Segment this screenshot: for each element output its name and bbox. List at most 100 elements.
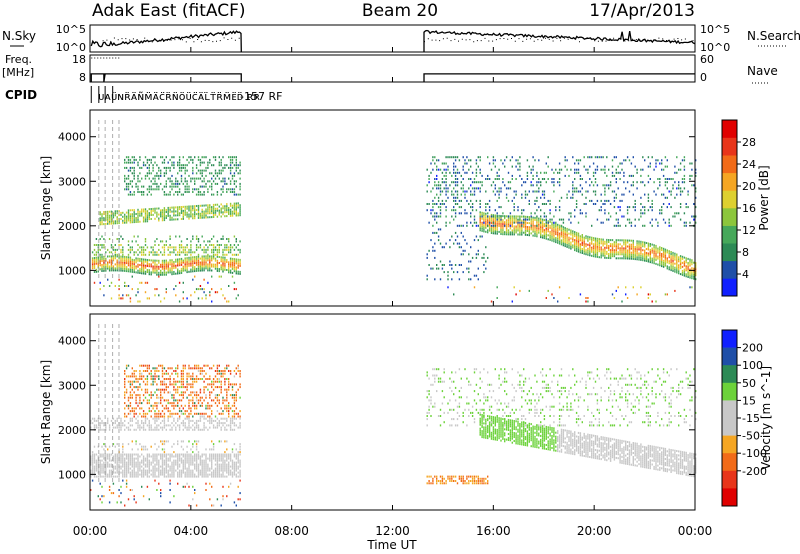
power-cell-3573 <box>676 265 678 268</box>
power-cell-3279 <box>636 168 638 171</box>
power-cell-2835 <box>579 235 582 238</box>
power-cell-3053 <box>608 218 610 221</box>
vel-cell-1019 <box>180 473 183 476</box>
power-cell-859 <box>173 166 175 169</box>
power-cell-1510 <box>226 209 228 212</box>
power-cell-2108 <box>488 229 491 232</box>
vel-cell-811 <box>163 424 166 427</box>
power-cell-1487 <box>224 246 226 249</box>
vel-cell-312 <box>125 453 128 456</box>
vel-cell-874 <box>169 469 171 472</box>
power-cell-1156 <box>197 238 200 240</box>
power-cell-2131 <box>490 224 493 227</box>
power-cell-3584 <box>676 156 678 159</box>
power-cell-585 <box>150 263 152 266</box>
power-cell-2782 <box>574 239 576 242</box>
power-cell-2183 <box>496 215 498 218</box>
power-cell-3615 <box>681 271 684 274</box>
vel-cell-978 <box>177 453 179 456</box>
power-cell-196 <box>116 212 118 215</box>
power-cell-3138 <box>619 249 621 252</box>
vel-cell-866 <box>167 399 169 402</box>
power-cell-1294 <box>207 166 209 169</box>
power-cell-2182 <box>496 218 498 221</box>
power-cell-1138 <box>195 193 198 196</box>
power-cell-2272 <box>507 187 510 190</box>
power-cell-3251 <box>632 286 634 289</box>
power-cell-235 <box>122 269 124 272</box>
vel-cell-840 <box>165 407 167 410</box>
power-cell-3287 <box>638 244 640 247</box>
power-cell-970 <box>182 205 184 208</box>
vel-cell-957 <box>175 422 177 425</box>
power-cell-1489 <box>224 215 226 218</box>
power-cell-2865 <box>583 236 585 239</box>
power-cell-2470 <box>534 226 536 229</box>
vel-cell-197 <box>114 457 116 460</box>
power-cell-1101 <box>194 270 196 273</box>
power-cell-795 <box>169 267 171 270</box>
power-cell-965 <box>182 217 184 220</box>
vel-cell-486 <box>139 407 141 410</box>
power-cell-445 <box>137 161 139 164</box>
power-cell-3679 <box>689 174 691 177</box>
power-cell-1337 <box>211 188 213 191</box>
power-cell-623 <box>154 267 156 270</box>
power-cell-3067 <box>609 215 612 218</box>
vel-cell-1130 <box>188 457 190 460</box>
power-cell-66 <box>101 244 103 246</box>
power-cell-3277 <box>636 181 638 184</box>
power-cell-1529 <box>228 238 230 240</box>
vel-cell-736 <box>158 396 160 399</box>
power-cell-818 <box>169 158 171 161</box>
power-cell-360 <box>131 248 133 251</box>
vel-cell-94 <box>101 463 103 466</box>
power-cell-2798 <box>575 241 578 244</box>
power-cell-719 <box>161 209 164 212</box>
power-cell-1325 <box>211 257 213 260</box>
power-cell-457 <box>139 220 141 223</box>
power-cell-1032 <box>188 264 190 267</box>
vel-cell-797 <box>163 473 166 476</box>
vel-cell-351 <box>129 463 132 466</box>
vel-cell-575 <box>146 459 149 462</box>
power-cell-763 <box>165 211 167 213</box>
power-cell-3379 <box>649 293 651 296</box>
power-cell-2735 <box>566 159 568 162</box>
power-cell-755 <box>165 265 167 268</box>
power-cell-2961 <box>596 249 599 252</box>
vel-cell-665 <box>154 465 156 468</box>
power-cell-1236 <box>203 212 205 215</box>
power-cell-1533 <box>228 207 230 209</box>
vel-cell-651 <box>152 417 154 420</box>
power-cell-418 <box>135 182 137 185</box>
power-cell-1215 <box>201 174 203 177</box>
power-cell-2665 <box>558 238 561 241</box>
power-cell-1373 <box>214 253 217 256</box>
power-cell-2106 <box>487 156 489 159</box>
power-cell-3655 <box>685 203 687 205</box>
power-cell-3552 <box>672 187 674 190</box>
power-cell-2137 <box>492 230 495 233</box>
power-cell-960 <box>182 261 184 264</box>
power-cell-3311 <box>642 257 644 260</box>
power-cell-1374 <box>214 248 217 251</box>
power-cell-2053 <box>481 211 483 214</box>
power-cell-1545 <box>229 259 232 262</box>
vel-cell-1059 <box>182 396 184 399</box>
power-cell-3657 <box>687 274 689 276</box>
power-cell-1115 <box>194 205 196 208</box>
vel-cell-707 <box>156 407 158 410</box>
power-cell-1500 <box>226 269 228 271</box>
power-cell-1208 <box>201 212 203 215</box>
power-cell-3106 <box>615 243 617 246</box>
vel-cell-1064 <box>182 380 184 383</box>
power-cell-13 <box>93 257 96 259</box>
power-cell-3238 <box>632 251 634 254</box>
power-cell-2111 <box>488 223 491 226</box>
power-cell-3675 <box>689 260 691 263</box>
power-cell-1941 <box>464 159 466 162</box>
vel-cell-186 <box>112 426 115 429</box>
vel-cell-849 <box>167 475 169 478</box>
power-cell-2907 <box>589 236 591 239</box>
